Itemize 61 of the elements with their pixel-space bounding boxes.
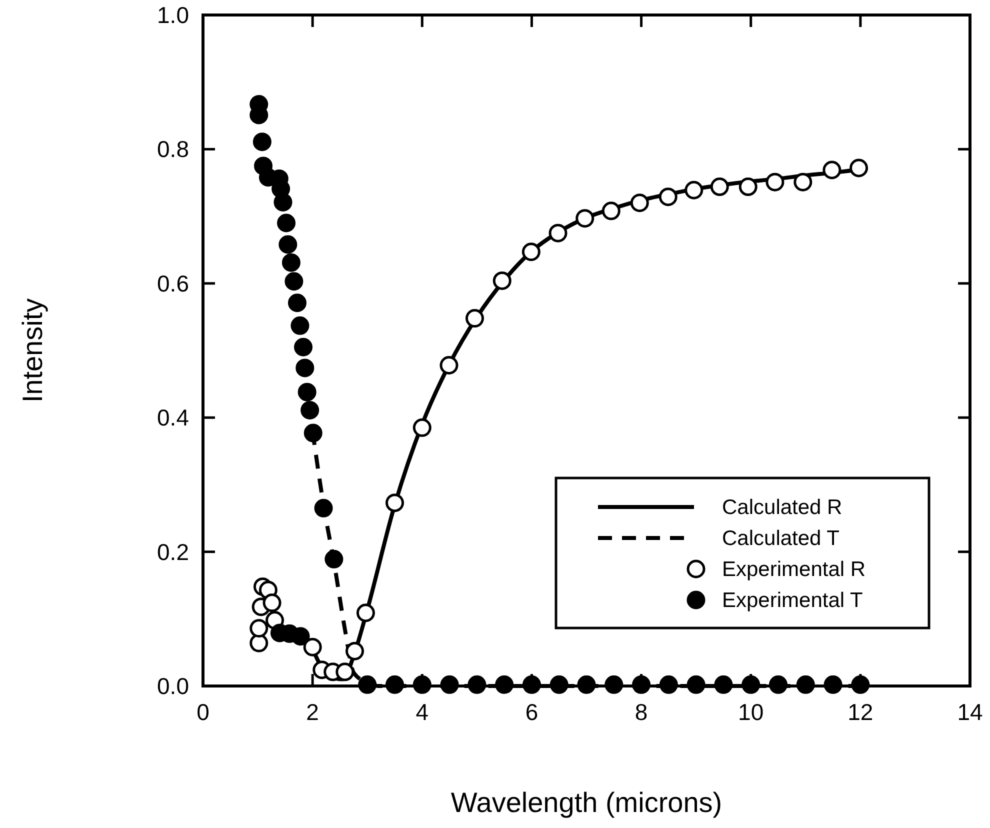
point: [278, 235, 298, 254]
point: [298, 382, 316, 402]
y-tick-label: 0.4: [157, 404, 190, 431]
point: [630, 194, 649, 212]
point: [252, 132, 272, 152]
x-tick-label: 4: [416, 699, 429, 725]
point: [576, 209, 594, 228]
point: [300, 400, 320, 420]
point: [548, 224, 568, 242]
legend-label: Calculated T: [722, 527, 840, 550]
legend-label: Experimental T: [722, 589, 864, 612]
point: [277, 214, 296, 232]
x-tick-label: 2: [306, 699, 319, 725]
x-tick-label: 8: [634, 699, 648, 725]
point: [412, 418, 432, 437]
point: [250, 619, 268, 638]
point: [356, 604, 375, 622]
y-axis-title: Intensity: [17, 298, 48, 403]
point: [522, 242, 540, 262]
point: [288, 294, 306, 312]
x-tick-label: 10: [738, 699, 764, 725]
point: [386, 494, 404, 512]
point: [303, 638, 322, 656]
point: [710, 178, 729, 196]
legend-label: Experimental R: [722, 558, 866, 581]
point: [304, 424, 322, 442]
point: [296, 358, 314, 378]
x-tick-label: 14: [957, 699, 983, 725]
point: [336, 662, 354, 682]
point: [290, 316, 310, 335]
point: [822, 160, 842, 180]
point: [440, 356, 458, 375]
point: [346, 642, 364, 660]
point: [794, 172, 812, 192]
point: [658, 188, 678, 206]
point: [324, 550, 344, 568]
point: [738, 178, 758, 196]
point: [684, 180, 704, 200]
point: [250, 634, 268, 652]
point: [274, 192, 292, 212]
point: [602, 202, 620, 220]
point: [766, 172, 784, 192]
x-axis-title: Wavelength (microns): [450, 787, 722, 818]
legend-label: Calculated R: [722, 496, 842, 519]
point: [492, 271, 512, 290]
point: [294, 338, 313, 356]
point: [314, 498, 333, 518]
point: [262, 594, 282, 612]
point: [850, 158, 868, 178]
point: [284, 272, 304, 291]
x-tick-label: 6: [525, 699, 538, 725]
point: [291, 627, 310, 646]
y-tick-label: 1.0: [157, 2, 189, 28]
y-tick-label: 0.2: [157, 538, 189, 565]
y-tick-label: 0.6: [157, 270, 189, 296]
y-tick-label: 0.0: [157, 673, 189, 699]
x-tick-label: 0: [196, 699, 210, 725]
x-tick-label: 12: [848, 699, 874, 725]
point: [465, 309, 484, 328]
point: [282, 253, 300, 272]
y-tick-label: 0.8: [157, 136, 189, 162]
